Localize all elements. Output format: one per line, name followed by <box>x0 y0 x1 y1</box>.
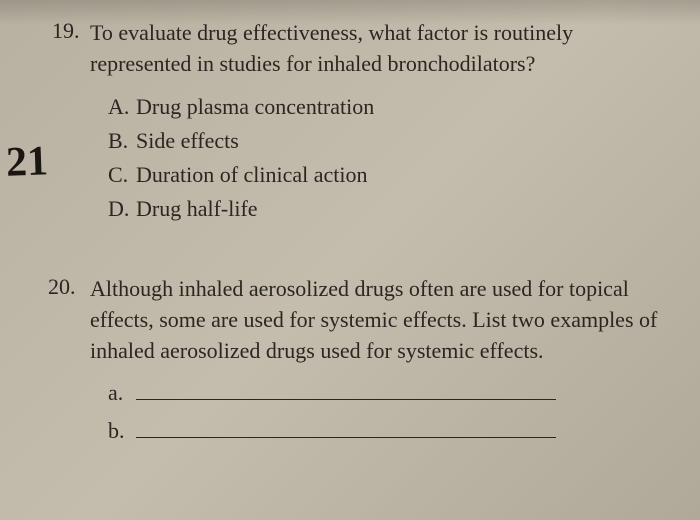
option-b: B.Side effects <box>108 124 675 158</box>
blank-underline <box>136 399 556 400</box>
options-list: A.Drug plasma concentration B.Side effec… <box>108 90 675 226</box>
option-text: Side effects <box>136 128 239 153</box>
option-text: Duration of clinical action <box>136 162 368 187</box>
option-letter: A. <box>108 90 136 124</box>
blank-underline <box>136 437 556 438</box>
question-text: Although inhaled aerosolized drugs often… <box>90 274 675 366</box>
option-text: Drug plasma concentration <box>136 94 374 119</box>
blank-a: a. <box>108 374 675 411</box>
blank-letter: a. <box>108 374 132 411</box>
option-c: C.Duration of clinical action <box>108 158 675 192</box>
question-number: 20. <box>48 274 76 300</box>
option-a: A.Drug plasma concentration <box>108 90 675 124</box>
handwritten-annotation: 21 <box>5 137 49 186</box>
blank-b: b. <box>108 412 675 449</box>
question-19: 19. To evaluate drug effectiveness, what… <box>90 18 675 226</box>
blank-letter: b. <box>108 412 132 449</box>
question-number: 19. <box>52 18 80 44</box>
option-letter: C. <box>108 158 136 192</box>
option-text: Drug half-life <box>136 196 258 221</box>
fill-blanks: a. b. <box>108 374 675 449</box>
option-letter: D. <box>108 192 136 226</box>
textbook-page: 21 19. To evaluate drug effectiveness, w… <box>90 18 675 449</box>
question-text: To evaluate drug effectiveness, what fac… <box>90 18 675 80</box>
option-letter: B. <box>108 124 136 158</box>
question-20: 20. Although inhaled aerosolized drugs o… <box>90 274 675 449</box>
option-d: D.Drug half-life <box>108 192 675 226</box>
